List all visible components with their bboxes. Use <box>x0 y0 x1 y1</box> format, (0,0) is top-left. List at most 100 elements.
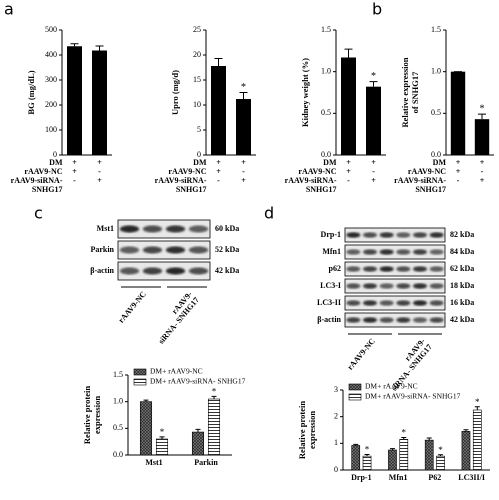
significance: * <box>371 71 376 82</box>
condition-label: DM <box>323 158 337 167</box>
y-axis-label: BG (mg/dL) <box>26 70 36 114</box>
blot-band <box>119 225 140 233</box>
blot-band <box>379 232 394 238</box>
y-tick-label: 500 <box>45 25 57 34</box>
blot-band <box>188 267 209 275</box>
error-bar <box>239 92 248 99</box>
significance: * <box>160 427 165 437</box>
error-bar <box>478 113 486 120</box>
blot-band <box>429 249 444 255</box>
y-tick-label: 0 <box>334 465 338 474</box>
condition-mark: + <box>371 158 376 167</box>
condition-mark: + <box>72 158 77 167</box>
significance: * <box>402 428 407 438</box>
condition-label: rAAV9-siRNA- <box>394 176 446 185</box>
lane-label: rAAV9-NC <box>346 337 378 372</box>
legend-label: DM+ rAAV9-siRNA- SNHG17 <box>365 392 461 401</box>
blot-band <box>142 246 163 254</box>
x-tick-label: P62 <box>428 473 441 482</box>
significance: * <box>212 386 217 396</box>
blot-band <box>119 246 140 254</box>
error-bar <box>401 436 407 440</box>
y-tick-label: 1.5 <box>431 25 441 34</box>
blot-band <box>413 266 427 272</box>
condition-mark: + <box>371 176 376 185</box>
blot-band <box>346 283 361 289</box>
bar <box>472 409 482 471</box>
blot-band <box>429 266 444 272</box>
x-tick-label: Parkin <box>194 458 218 467</box>
error-bar <box>369 81 378 87</box>
blot-band <box>188 225 209 233</box>
error-bar <box>211 395 217 399</box>
condition-label: rAAV9-siRNA- <box>11 176 63 185</box>
condition-label: DM <box>433 158 447 167</box>
error-bar <box>344 48 353 58</box>
blot-frame <box>117 261 211 281</box>
significance: * <box>241 82 246 93</box>
bar <box>474 119 490 155</box>
blot-band <box>363 249 377 255</box>
lane-label: rAAV9-NC <box>117 290 149 325</box>
bar <box>450 71 466 155</box>
protein-label: LC3-I <box>320 281 341 290</box>
error-bar <box>95 45 104 51</box>
size-label: 42 kDa <box>215 266 239 275</box>
protein-label: β-actin <box>317 315 341 324</box>
error-bar <box>70 43 79 47</box>
blot-frame <box>344 278 446 294</box>
x-tick-label: Mfn1 <box>389 473 408 482</box>
panel-label: a <box>4 0 14 19</box>
bar <box>341 57 356 155</box>
condition-label: rAAV9-siRNA- <box>285 176 337 185</box>
bar <box>366 86 381 155</box>
size-label: 52 kDa <box>215 245 239 254</box>
blot-band <box>413 249 427 255</box>
condition-mark: - <box>347 176 350 185</box>
condition-mark: + <box>456 167 461 176</box>
blot-band <box>363 317 377 323</box>
y-tick-label: 2 <box>334 411 338 420</box>
size-label: 42 kDa <box>450 315 474 324</box>
condition-mark: + <box>241 158 246 167</box>
bar <box>461 431 471 471</box>
blot-band <box>429 232 444 238</box>
bar <box>388 449 397 471</box>
blot-band <box>413 300 427 306</box>
blot-band <box>396 283 411 289</box>
condition-mark: + <box>480 176 485 185</box>
condition-label: SNHG17 <box>176 185 207 194</box>
bar <box>362 455 372 471</box>
condition-mark: + <box>216 158 221 167</box>
blot-band <box>379 300 394 306</box>
protein-label: β-actin <box>90 266 114 275</box>
condition-mark: + <box>456 158 461 167</box>
blot-band <box>363 300 377 306</box>
y-tick-label: 0 <box>197 150 201 159</box>
protein-label: Drp-1 <box>321 230 341 239</box>
x-tick-label: Drp-1 <box>351 473 371 482</box>
size-label: 16 kDa <box>450 298 474 307</box>
condition-mark: - <box>242 167 245 176</box>
blot-band <box>165 267 186 275</box>
condition-label: DM <box>49 158 63 167</box>
blot-band <box>363 232 377 238</box>
condition-mark: + <box>241 176 246 185</box>
blot-band <box>429 283 444 289</box>
blot-band <box>396 300 411 306</box>
y-tick-label: 100 <box>45 125 57 134</box>
protein-label: Mfn1 <box>322 247 341 256</box>
condition-mark: + <box>480 158 485 167</box>
bar <box>92 50 107 155</box>
protein-label: Mst1 <box>97 224 114 233</box>
blot-band <box>429 300 444 306</box>
condition-mark: - <box>73 176 76 185</box>
blot-band <box>363 283 377 289</box>
condition-mark: + <box>72 167 77 176</box>
condition-label: SNHG17 <box>32 185 63 194</box>
blot-band <box>413 232 427 238</box>
bar <box>351 445 361 471</box>
significance: * <box>475 397 480 407</box>
blot-band <box>119 267 140 275</box>
condition-label: rAAV9-NC <box>168 167 206 176</box>
